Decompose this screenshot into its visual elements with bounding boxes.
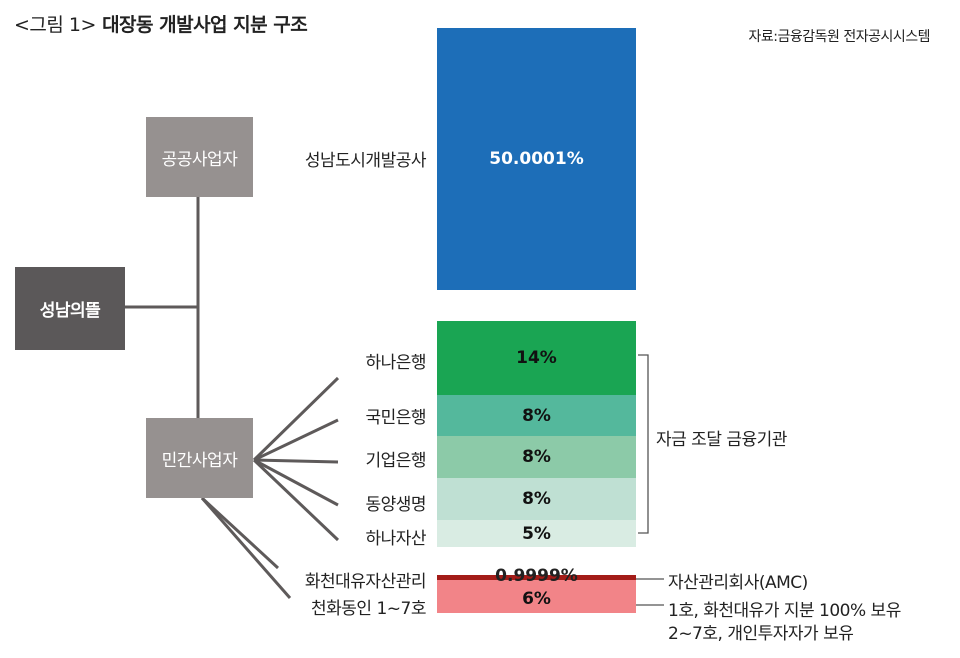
- share-value: 50.0001%: [489, 149, 584, 169]
- ownership-note-line1: 1호, 화천대유가 지분 100% 보유: [668, 601, 901, 621]
- shareholder-label: 하나자산: [365, 529, 426, 549]
- shareholder-label: 화천대유자산관리: [304, 572, 427, 592]
- link-hwacheon: [200, 496, 280, 570]
- link-kb-bank: [253, 418, 339, 462]
- share-bar-tongyang-life: 8%: [437, 478, 636, 520]
- figure-title-text: 대장동 개발사업 지분 구조: [102, 14, 308, 36]
- share-value: 0.9999%: [495, 566, 578, 586]
- shareholder-label: 천화동인 1~7호: [311, 599, 426, 619]
- share-value: 8%: [522, 489, 551, 509]
- share-bar-hana-bank: 14%: [437, 321, 636, 395]
- share-bar-ibk-bank: 8%: [437, 436, 636, 478]
- link-cheonhwa: [200, 497, 292, 599]
- share-value: 8%: [522, 405, 551, 426]
- financial-institutions-note: 자금 조달 금융기관: [656, 430, 787, 450]
- shareholder-label: 하나은행: [365, 353, 426, 373]
- share-bar-hwacheon: [437, 575, 636, 580]
- shareholder-label: 성남도시개발공사: [304, 151, 427, 171]
- figure-number: <그림 1>: [14, 14, 96, 36]
- share-bar-sndc: 50.0001%: [437, 28, 636, 290]
- share-value: 14%: [516, 348, 557, 368]
- share-bar-hana-asset: 5%: [437, 520, 636, 547]
- link-ibk-bank: [253, 458, 339, 464]
- financial-bracket: [638, 354, 649, 534]
- share-value: 6%: [522, 588, 551, 609]
- amc-note: 자산관리회사(AMC): [668, 573, 808, 593]
- shareholder-label: 동양생명: [365, 495, 426, 515]
- public-operator-node: 공공사업자: [146, 117, 253, 197]
- share-bar-cheonhwa: 6%: [437, 576, 636, 613]
- link-hana-asset: [252, 458, 340, 542]
- shareholder-label: 국민은행: [365, 408, 426, 428]
- source-note: 자료:금융감독원 전자공시시스템: [748, 29, 931, 45]
- shareholder-label: 기업은행: [365, 451, 426, 471]
- ownership-note-line2: 2~7호, 개인투자자가 보유: [668, 624, 854, 644]
- figure-title: <그림 1> 대장동 개발사업 지분 구조: [14, 10, 308, 37]
- link-hana-bank: [252, 376, 340, 462]
- link-tongyang-life: [253, 458, 339, 507]
- root-node: 성남의뜰: [15, 267, 125, 350]
- share-label-hwacheon: 0.9999%: [437, 566, 636, 586]
- share-value: 5%: [522, 523, 551, 544]
- share-value: 8%: [522, 447, 551, 467]
- private-operator-node: 민간사업자: [146, 418, 253, 498]
- share-bar-kb-bank: 8%: [437, 395, 636, 436]
